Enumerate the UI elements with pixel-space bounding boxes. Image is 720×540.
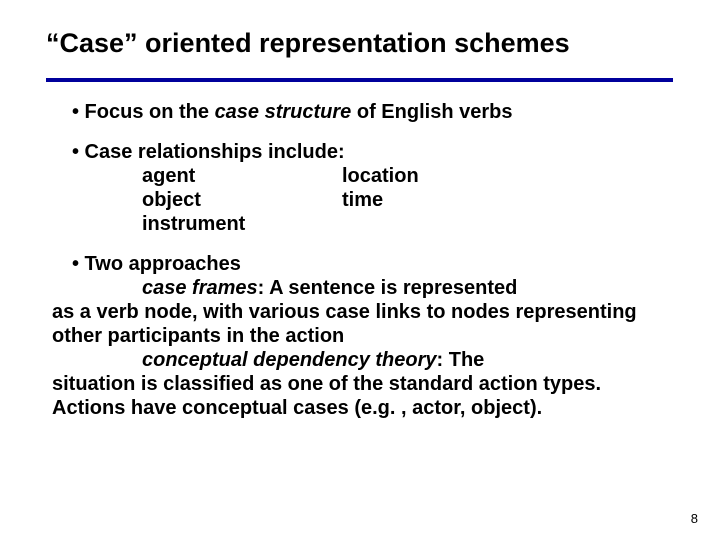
bullet1-prefix: • Focus on the [72, 101, 215, 123]
page-number: 8 [691, 511, 698, 526]
cdt-rest: situation is classified as one of the st… [52, 372, 660, 420]
case-frames-line1: case frames: A sentence is represented [72, 276, 660, 300]
cdt-line1: conceptual dependency theory: The [72, 348, 660, 372]
bullet3-lead: • Two approaches [72, 252, 660, 276]
rel-row: agent location [72, 164, 660, 188]
slide-body: • Focus on the case structure of English… [72, 100, 660, 420]
bullet-approaches: • Two approaches case frames: A sentence… [72, 252, 660, 420]
rel-row: instrument [72, 212, 660, 236]
rel-cell: object [142, 188, 342, 212]
bullet1-em: case structure [215, 101, 352, 123]
cf-label: case frames [142, 277, 258, 299]
bullet1-suffix: of English verbs [351, 101, 512, 123]
rel-cell: agent [142, 164, 342, 188]
slide-title: “Case” oriented representation schemes [46, 28, 674, 59]
cdt-line1-suffix: : The [437, 349, 485, 371]
rel-cell: time [342, 188, 383, 212]
bullet-focus: • Focus on the case structure of English… [72, 100, 660, 124]
title-underline [46, 78, 673, 82]
bullet-relationships: • Case relationships include: agent loca… [72, 140, 660, 236]
cf-rest: as a verb node, with various case links … [52, 300, 660, 348]
cf-line1: : A sentence is represented [258, 277, 518, 299]
cdt-label: conceptual dependency theory [142, 349, 437, 371]
bullet2-lead: • Case relationships include: [72, 140, 660, 164]
rel-cell: location [342, 164, 419, 188]
slide: “Case” oriented representation schemes •… [0, 0, 720, 540]
rel-row: object time [72, 188, 660, 212]
rel-cell: instrument [142, 212, 342, 236]
